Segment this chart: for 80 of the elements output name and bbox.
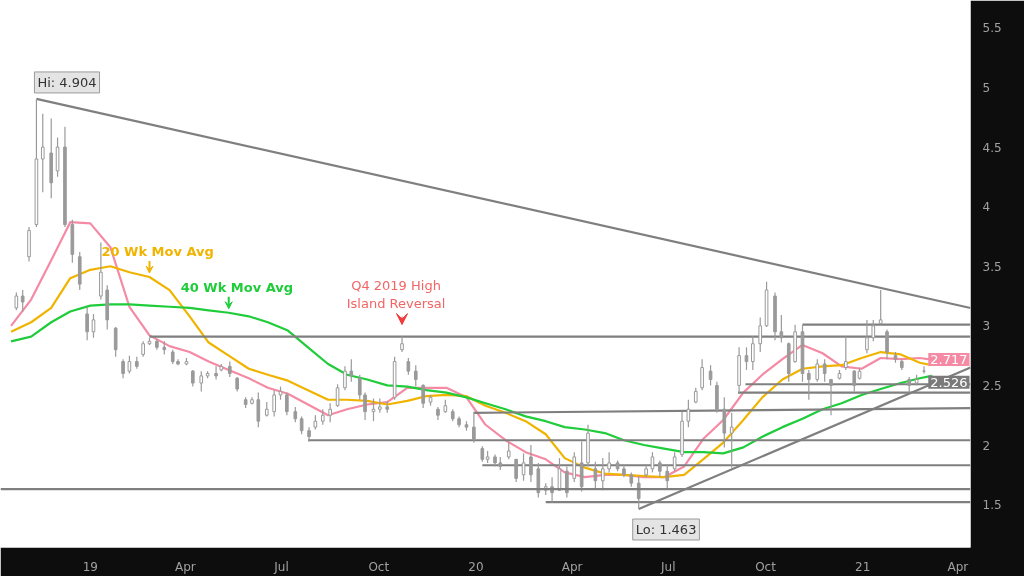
candlestick [593,461,598,489]
candlestick [285,391,289,416]
x-tick-label: Apr [175,559,196,574]
candlestick [815,358,820,383]
series-label: 40 Wk Mov Avg [180,279,294,295]
y-tick-label: 5.5 [982,21,1002,36]
candlestick [865,319,869,354]
candlestick [421,383,425,409]
candlestick [85,306,89,341]
candlestick [272,389,276,418]
y-tick-label: 5 [982,81,991,95]
candlestick [99,241,103,301]
y-tick-label: 3.5 [982,259,1002,274]
candlestick [607,451,611,474]
candlestick [822,358,827,383]
candlestick [256,391,261,428]
candlestick [113,326,118,358]
candlestick [121,358,125,379]
y-tick-label: 2.5 [982,378,1002,393]
series-label: 20 Wk Mov Avg [101,243,214,259]
candlestick [349,358,354,383]
x-tick-label: Apr [561,559,583,574]
x-tick-label: Jul [660,559,676,574]
candlestick [686,399,691,428]
candlestick [722,396,727,448]
x-tick-label: Jul [273,559,289,574]
candlestick [751,335,755,371]
candlestick [758,316,763,353]
x-tick-label: Apr [947,559,969,574]
candlestick [579,440,584,493]
x-tick-label: Oct [368,559,390,574]
y-tick-label: 4 [982,200,991,215]
y-tick-label: 4.5 [982,140,1002,155]
candlestick [829,378,833,416]
candlestick [878,289,883,326]
y-tick-label: 2 [982,438,991,453]
candlestick [343,365,347,391]
candlestick [715,381,719,414]
candlestick [700,358,704,391]
candlestick [650,451,655,474]
candlestick [572,451,577,483]
candlestick [779,314,784,344]
candlestick [871,319,876,342]
candlestick [20,289,25,313]
candlestick [514,458,518,483]
candlestick [807,369,811,401]
annotation: Hi: 4.904 [37,74,97,90]
candlestick [335,383,340,408]
candlestick [672,451,677,472]
annotation: 2.526 [930,374,968,390]
candlestick [844,335,848,371]
x-tick-label: 20 [468,559,484,574]
candlestick [665,463,670,489]
data-label: 2.717 [930,352,968,368]
y-tick-label: 1.5 [982,498,1002,513]
candlestick [328,402,332,423]
candlestick [199,370,204,392]
x-tick-label: 19 [82,559,98,574]
candlestick [600,457,605,491]
candlestick [565,465,569,499]
candlestick [529,444,533,483]
candlestick [636,475,641,510]
y-tick-label: 3 [982,319,991,334]
candlestick [472,411,476,444]
candlestick [55,136,60,178]
candlestick [214,365,218,381]
x-tick-label: Oct [755,559,777,574]
candlestick [413,364,418,388]
candlestick [885,328,889,360]
candlestick [536,462,541,499]
candlestick [363,391,367,421]
candlestick [708,364,713,387]
x-tick-label: 21 [855,559,871,574]
candlestick [557,457,562,491]
candlestick [40,113,45,193]
candlestick [357,374,362,401]
annotation: Lo: 1.463 [635,522,697,538]
candlestick [729,412,734,469]
candlestick [521,452,526,482]
annotation: Q4 2019 High Island Reversal [346,277,446,311]
